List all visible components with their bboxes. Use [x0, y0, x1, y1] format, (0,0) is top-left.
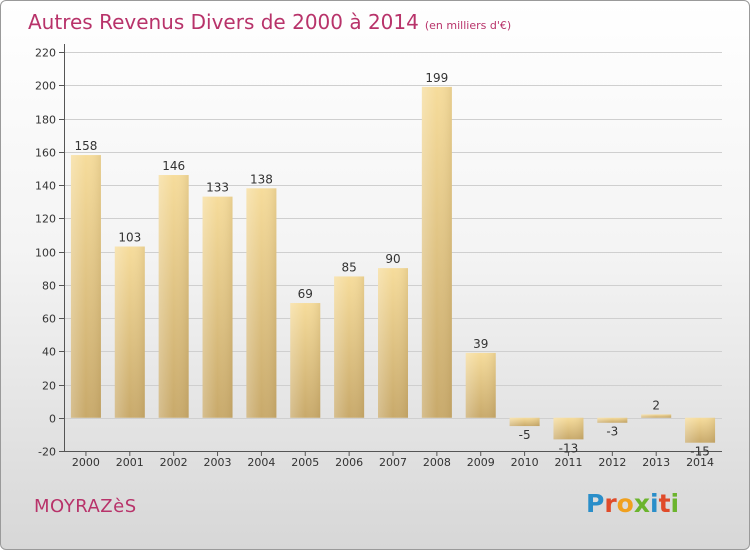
bar-shading: [114, 246, 145, 418]
bar-shading: [290, 303, 321, 418]
data-label: 39: [473, 337, 488, 351]
data-label: -5: [519, 428, 531, 442]
title-text: Autres Revenus Divers de 2000 à 2014: [28, 10, 419, 34]
y-tick-label: 40: [42, 346, 56, 359]
bar-shading: [509, 417, 540, 427]
x-tick-label: 2004: [247, 456, 275, 469]
y-tick-label: 100: [35, 247, 56, 260]
bar-shading: [465, 352, 496, 418]
data-label: 85: [341, 260, 356, 274]
chart-subtitle: (en milliers d'€): [424, 19, 512, 32]
y-tick-label: 220: [35, 47, 56, 60]
data-label: 103: [118, 231, 141, 245]
data-label: 199: [425, 71, 448, 85]
bar-shading: [641, 414, 672, 418]
logo-letter: o: [616, 489, 634, 518]
x-tick-label: 2007: [379, 456, 407, 469]
x-tick-label: 2014: [686, 456, 714, 469]
y-tick-label: 0: [49, 413, 56, 426]
bar-shading: [158, 175, 189, 418]
bar-shading: [553, 417, 584, 440]
bar-shading: [246, 188, 277, 418]
bars: [70, 86, 716, 443]
bar-shading: [334, 276, 365, 418]
y-tick-label: 60: [42, 313, 56, 326]
x-tick-label: 2002: [160, 456, 188, 469]
proxiti-logo: Proxiti: [586, 489, 679, 518]
data-label: -13: [559, 441, 579, 455]
bar-shading: [378, 268, 408, 418]
y-tick-label: 120: [35, 213, 56, 226]
logo-letter: x: [633, 489, 650, 518]
data-label: 2: [652, 398, 660, 412]
x-tick-label: 2003: [204, 456, 232, 469]
bar-shading: [70, 155, 101, 418]
data-label: 146: [162, 159, 185, 173]
data-label: -3: [606, 425, 618, 439]
x-tick-label: 2006: [335, 456, 363, 469]
logo-letter: t: [658, 489, 671, 518]
x-tick-label: 2000: [72, 456, 100, 469]
data-label: 90: [385, 252, 400, 266]
data-label: 69: [298, 287, 313, 301]
y-tick-label: 200: [35, 80, 56, 93]
bar-shading: [685, 417, 716, 443]
chart-title: Autres Revenus Divers de 2000 à 2014 (en …: [28, 10, 511, 34]
logo-letter: r: [604, 489, 617, 518]
data-label: 158: [74, 139, 97, 153]
y-tick-label: 160: [35, 147, 56, 160]
y-tick-label: 80: [42, 280, 56, 293]
bar-shading: [597, 417, 628, 423]
logo-letter: i: [650, 489, 659, 518]
x-tick-label: 2010: [511, 456, 539, 469]
y-tick-label: 180: [35, 114, 56, 127]
bar-shading: [202, 196, 233, 418]
x-tick-label: 2012: [598, 456, 626, 469]
x-tick-label: 2013: [642, 456, 670, 469]
data-label: 138: [250, 172, 273, 186]
data-label: 133: [206, 181, 229, 195]
y-tick-label: -20: [38, 446, 56, 459]
tick-labels: -20 0 20 40 60 80 100 120 140 160 180 200 220 2000 200…: [35, 47, 714, 470]
x-tick-label: 2008: [423, 456, 451, 469]
x-tick-label: 2005: [291, 456, 319, 469]
logo-letter: i: [670, 489, 680, 518]
logo-letter: P: [586, 489, 605, 518]
x-tick-label: 2009: [467, 456, 495, 469]
y-tick-label: 20: [42, 380, 56, 393]
y-tick-label: 140: [35, 180, 56, 193]
bar-shading: [421, 86, 452, 418]
town-name: MOYRAZèS: [34, 496, 137, 517]
x-tick-label: 2011: [554, 456, 582, 469]
x-tick-label: 2001: [116, 456, 144, 469]
